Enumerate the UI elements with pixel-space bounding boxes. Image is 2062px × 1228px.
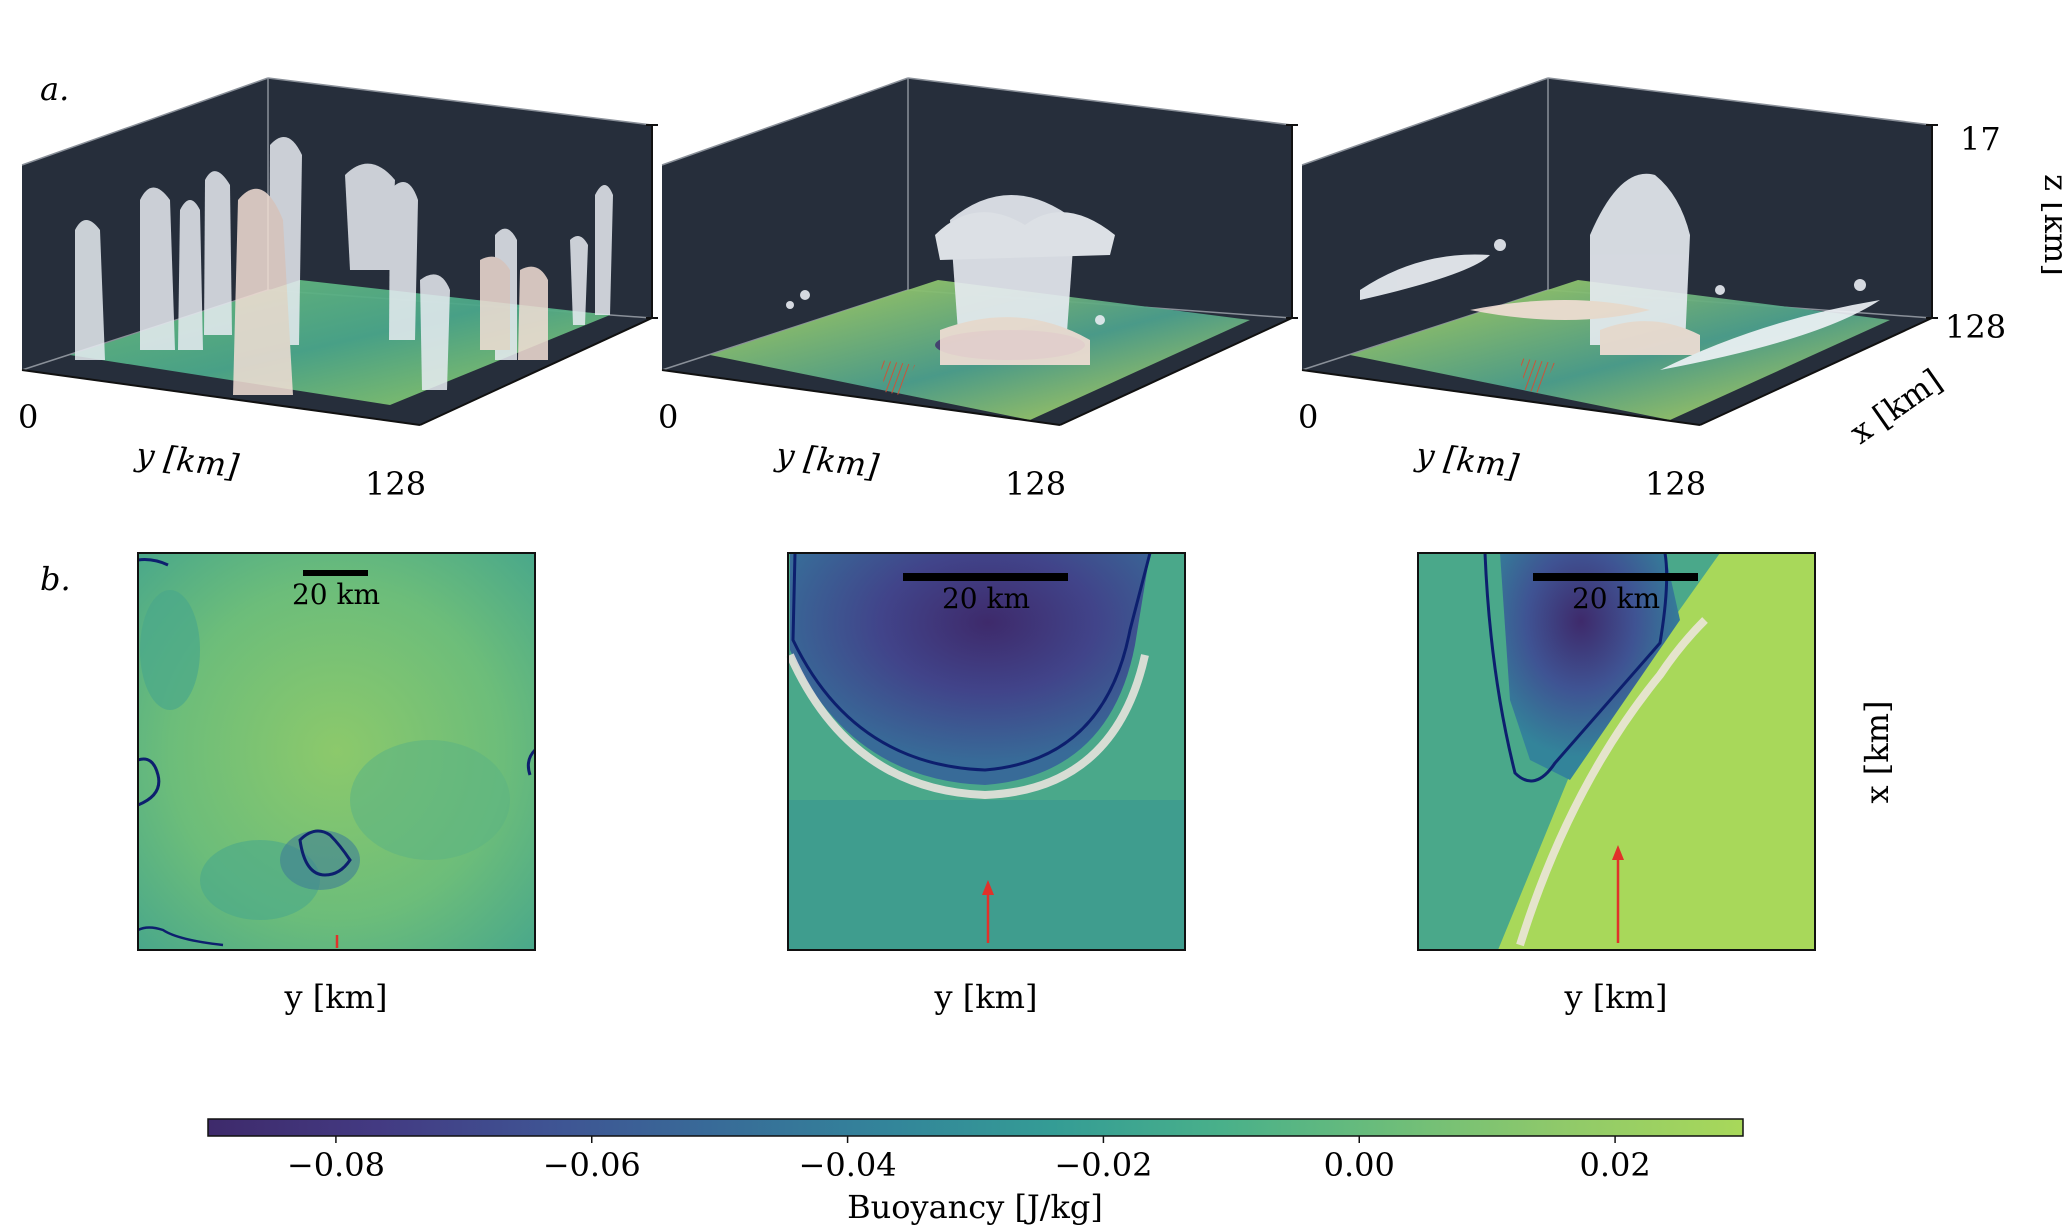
panel-b1-y-label: y [km] — [284, 978, 388, 1016]
panel-a2-y-tick-max: 128 — [1005, 465, 1066, 503]
z-tick-bottom: 128 — [1945, 308, 2006, 346]
colorbar-tick-label: 0.00 — [1324, 1146, 1395, 1184]
colorbar-label: Buoyancy [J/kg] — [847, 1188, 1103, 1226]
hatch-region — [880, 360, 915, 395]
scale-bar-label-1: 20 km — [292, 578, 380, 611]
colorbar: −0.08 −0.06 −0.04 −0.02 0.00 0.02 — [207, 1118, 1744, 1184]
colorbar-tick-label: −0.02 — [1054, 1146, 1152, 1184]
panel-b-label: b. — [40, 560, 71, 598]
panel-b2-y-label: y [km] — [934, 978, 1038, 1016]
panel-a3-y-label: y [km] — [1412, 435, 1521, 486]
x-axis-label-3d: x [km] — [1843, 361, 1949, 451]
colorbar-tick-label: 0.02 — [1579, 1146, 1650, 1184]
panel-a1-y-tick-max: 128 — [365, 465, 426, 503]
scale-bar-label-3: 20 km — [1572, 582, 1660, 615]
colorbar-tick-label: −0.08 — [287, 1146, 385, 1184]
colorbar-tick-label: −0.06 — [543, 1146, 641, 1184]
cold-pool-contour — [298, 829, 352, 877]
z-axis-label: z [km] — [2037, 174, 2062, 276]
y-axis-line — [21, 369, 421, 426]
cloud-field — [786, 195, 1115, 365]
panel-a1-y-label: y [km] — [132, 435, 241, 486]
panel-a-box-1 — [21, 77, 658, 426]
colorbar-ticks: −0.08 −0.06 −0.04 −0.02 0.00 0.02 — [287, 1136, 1651, 1184]
panel-a3-y-tick-max: 128 — [1645, 465, 1706, 503]
z-tick-top: 17 — [1960, 120, 2001, 158]
panel-b-map-3 — [1417, 552, 1816, 951]
cloud-field — [75, 137, 613, 395]
panel-b-map-2 — [786, 552, 1186, 951]
cloud-field — [1360, 173, 1880, 370]
cold-pool-contour — [1483, 552, 1669, 783]
panel-b-x-label: x [km] — [1858, 701, 1896, 804]
panel-a2-y-tick-min: 0 — [658, 398, 678, 436]
colorbar-gradient — [207, 1118, 1744, 1137]
panel-a-label: a. — [40, 70, 69, 108]
colorbar-tick-label: −0.04 — [799, 1146, 897, 1184]
hatch-region — [1520, 358, 1555, 393]
cold-pool-contour — [791, 552, 1152, 772]
x-axis-line — [419, 317, 653, 426]
panel-a-box-2 — [661, 77, 1298, 426]
panel-a-box-3 — [1301, 77, 1938, 426]
back-pane-right — [268, 78, 652, 318]
scale-bar-label-2: 20 km — [942, 582, 1030, 615]
panel-a1-y-tick-min: 0 — [18, 398, 38, 436]
panel-a2-y-label: y [km] — [772, 435, 881, 486]
panel-b3-y-label: y [km] — [1564, 978, 1668, 1016]
panel-b-map-1 — [137, 552, 537, 951]
panel-a3-y-tick-min: 0 — [1298, 398, 1318, 436]
